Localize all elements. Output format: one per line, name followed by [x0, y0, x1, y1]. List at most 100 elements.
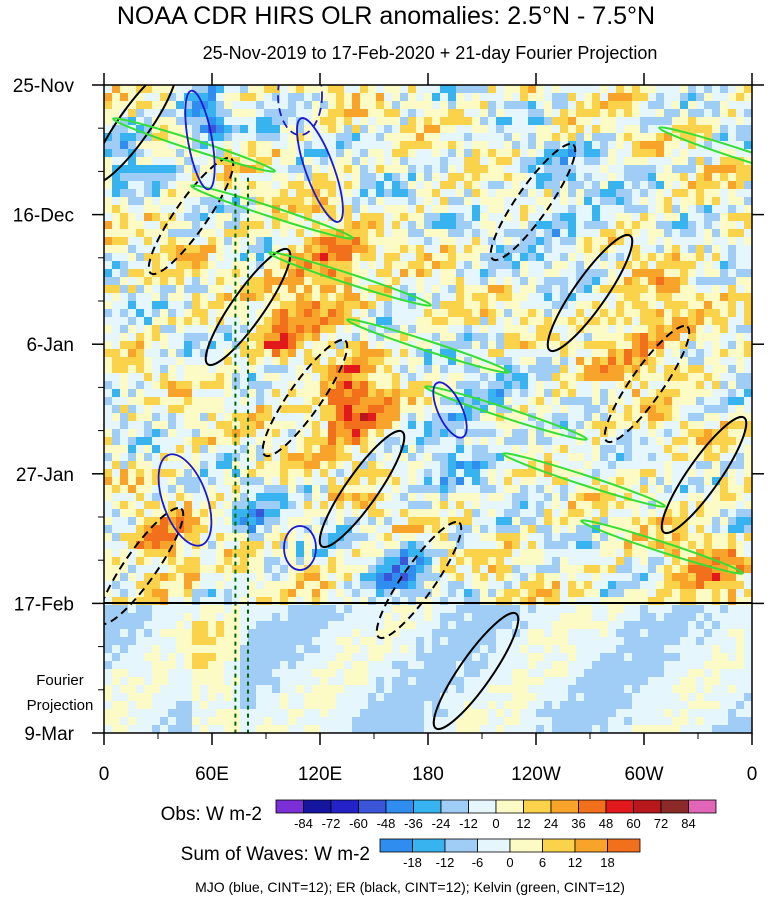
- field-cell: [480, 565, 489, 574]
- field-cell: [600, 181, 609, 190]
- field-cell: [656, 421, 665, 430]
- field-cell: [680, 493, 689, 502]
- field-cell: [496, 373, 505, 382]
- field-cell: [496, 269, 505, 278]
- field-cell: [176, 221, 185, 230]
- field-cell: [480, 517, 489, 526]
- field-cell: [184, 549, 193, 558]
- field-cell: [728, 445, 737, 454]
- field-cell: [280, 317, 289, 326]
- field-cell: [608, 517, 617, 526]
- field-cell: [160, 293, 169, 302]
- field-cell: [208, 317, 217, 326]
- field-cell: [672, 469, 681, 478]
- field-cell: [712, 477, 721, 486]
- field-cell: [664, 381, 673, 390]
- field-cell: [168, 133, 177, 142]
- field-cell: [432, 469, 441, 478]
- field-cell: [336, 125, 345, 134]
- field-cell: [448, 533, 457, 542]
- field-cell: [656, 245, 665, 254]
- field-cell: [312, 429, 321, 438]
- field-cell: [552, 533, 561, 542]
- field-cell: [512, 237, 521, 246]
- field-cell: [480, 301, 489, 310]
- field-cell: [296, 325, 305, 334]
- field-cell: [672, 445, 681, 454]
- field-cell: [704, 229, 713, 238]
- field-cell: [272, 261, 281, 270]
- field-cell: [704, 469, 713, 478]
- field-cell: [672, 357, 681, 366]
- field-cell: [424, 221, 433, 230]
- field-cell: [400, 381, 409, 390]
- field-cell: [240, 533, 249, 542]
- field-cell: [176, 517, 185, 526]
- field-cell: [712, 349, 721, 358]
- field-cell: [160, 461, 169, 470]
- field-cell: [600, 413, 609, 422]
- field-cell: [464, 573, 473, 582]
- field-cell: [376, 533, 385, 542]
- field-cell: [128, 285, 137, 294]
- field-cell: [536, 165, 545, 174]
- field-cell: [728, 133, 737, 142]
- field-cell: [376, 109, 385, 118]
- field-cell: [312, 309, 321, 318]
- field-cell: [408, 469, 417, 478]
- field-cell: [544, 229, 553, 238]
- field-cell: [184, 85, 193, 94]
- field-cell: [448, 229, 457, 238]
- field-cell: [152, 181, 161, 190]
- field-cell: [360, 229, 369, 238]
- field-cell: [432, 293, 441, 302]
- field-cell: [600, 293, 609, 302]
- field-cell: [272, 309, 281, 318]
- field-cell: [104, 101, 113, 110]
- field-cell: [272, 229, 281, 238]
- field-cell: [632, 189, 641, 198]
- field-cell: [456, 557, 465, 566]
- field-cell: [632, 285, 641, 294]
- field-cell: [584, 421, 593, 430]
- field-cell: [168, 533, 177, 542]
- field-cell: [320, 461, 329, 470]
- field-cell: [672, 333, 681, 342]
- field-cell: [624, 149, 633, 158]
- field-cell: [136, 389, 145, 398]
- field-cell: [400, 101, 409, 110]
- field-cell: [640, 373, 649, 382]
- field-cell: [664, 101, 673, 110]
- field-cell: [224, 245, 233, 254]
- field-cell: [232, 437, 241, 446]
- field-cell: [296, 189, 305, 198]
- field-cell: [192, 93, 201, 102]
- field-cell: [312, 557, 321, 566]
- field-cell: [392, 325, 401, 334]
- field-cell: [464, 461, 473, 470]
- field-cell: [448, 133, 457, 142]
- field-cell: [624, 429, 633, 438]
- field-cell: [600, 541, 609, 550]
- field-cell: [552, 221, 561, 230]
- field-cell: [624, 389, 633, 398]
- field-cell: [184, 325, 193, 334]
- field-cell: [136, 381, 145, 390]
- field-cell: [568, 309, 577, 318]
- field-cell: [128, 493, 137, 502]
- field-cell: [160, 541, 169, 550]
- field-cell: [568, 333, 577, 342]
- field-cell: [512, 557, 521, 566]
- field-cell: [696, 237, 705, 246]
- field-cell: [176, 125, 185, 134]
- field-cell: [528, 157, 537, 166]
- field-cell: [504, 517, 513, 526]
- field-cell: [664, 477, 673, 486]
- field-cell: [704, 317, 713, 326]
- field-cell: [504, 125, 513, 134]
- field-cell: [472, 165, 481, 174]
- field-cell: [696, 253, 705, 262]
- field-cell: [328, 453, 337, 462]
- field-cell: [288, 229, 297, 238]
- field-cell: [232, 301, 241, 310]
